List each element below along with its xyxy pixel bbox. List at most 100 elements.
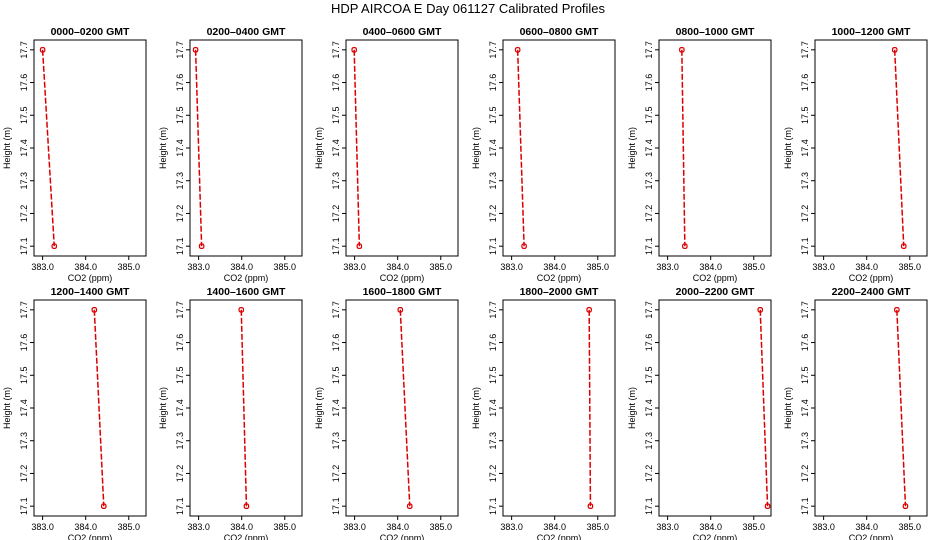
panel-9-x-axis-label: CO2 (ppm)	[380, 533, 425, 540]
panel-12-x-tick-label: 383.0	[812, 522, 835, 532]
panel-11-y-tick-label: 17.3	[644, 432, 654, 450]
panel-5-y-tick-label: 17.2	[644, 205, 654, 223]
panel-1-x-tick-label: 383.0	[31, 262, 54, 272]
panel-10-plot-frame	[502, 299, 616, 517]
panel-4-y-tick-label: 17.3	[488, 172, 498, 190]
panel-6-y-tick-label: 17.1	[800, 237, 810, 255]
panel-9-x-tick-label: 384.0	[386, 522, 409, 532]
panel-2-y-tick-label: 17.2	[175, 205, 185, 223]
panel-9-plot-frame	[345, 299, 459, 517]
panel-9-x-tick-label: 385.0	[430, 522, 453, 532]
panel-9-title: 1600–1800 GMT	[363, 286, 442, 298]
panel-12-plot-frame	[814, 299, 928, 517]
panel-9-y-tick-label: 17.5	[331, 367, 341, 385]
panel-2-x-tick-label: 384.0	[230, 262, 253, 272]
panel-10-x-tick-label: 383.0	[500, 522, 523, 532]
panel-1-data-point	[51, 243, 58, 249]
panel-5-y-axis-label: Height (m)	[627, 127, 637, 169]
panel-11-y-tick-label: 17.1	[644, 497, 654, 515]
panel-3-y-tick-label: 17.1	[331, 237, 341, 255]
panel-5-y-tick-label: 17.6	[644, 74, 654, 92]
panel-9-y-tick-label: 17.4	[331, 399, 341, 417]
panel-4-y-tick-label: 17.1	[488, 237, 498, 255]
panel-1-y-tick-label: 17.5	[19, 107, 29, 125]
panel-11-data-point	[764, 503, 771, 509]
panel-8-x-tick-label: 383.0	[187, 522, 210, 532]
panel-7-y-axis-label: Height (m)	[2, 387, 12, 429]
panel-8-x-tick-label: 384.0	[230, 522, 253, 532]
panel-8-y-tick-label: 17.7	[175, 301, 185, 319]
panel-11-title: 2000–2200 GMT	[676, 286, 755, 298]
panel-10-x-tick-label: 385.0	[587, 522, 610, 532]
panel-3-x-axis-label: CO2 (ppm)	[380, 273, 425, 283]
panel-6-data-point	[900, 243, 907, 249]
panel-2-data-point	[192, 47, 199, 53]
panel-1-y-tick-label: 17.2	[19, 205, 29, 223]
panel-5-profile-line	[681, 49, 686, 247]
panel-10-y-tick-label: 17.3	[488, 432, 498, 450]
panel-3-plot-frame	[345, 39, 459, 257]
figure-title: HDP AIRCOA E Day 061127 Calibrated Profi…	[330, 1, 606, 16]
panel-9-data-point	[397, 307, 404, 313]
panel-6-x-tick-label: 383.0	[812, 262, 835, 272]
panel-4-y-tick-label: 17.5	[488, 107, 498, 125]
panel-3-profile-line	[353, 49, 361, 247]
panel-4-data-point	[514, 47, 521, 53]
panel-3-x-tick-label: 385.0	[430, 262, 453, 272]
panel-12-profile-line	[896, 309, 907, 507]
panel-6-title: 1000–1200 GMT	[832, 26, 911, 38]
panel-9-profile-line	[399, 309, 411, 507]
panel-4-x-tick-label: 385.0	[587, 262, 610, 272]
panel-2-y-tick-label: 17.7	[175, 41, 185, 59]
panel-5-x-tick-label: 383.0	[656, 262, 679, 272]
panel-12-data-point	[894, 307, 900, 313]
panel-5-x-tick-label: 384.0	[699, 262, 722, 272]
panel-4-x-tick-label: 383.0	[500, 262, 523, 272]
panel-11-y-tick-label: 17.4	[644, 399, 654, 417]
panel-8-y-tick-label: 17.4	[175, 399, 185, 417]
panel-2-y-axis-label: Height (m)	[158, 127, 168, 169]
panel-6-y-tick-label: 17.6	[800, 74, 810, 92]
panel-2-y-tick-label: 17.5	[175, 107, 185, 125]
panel-1-data-point	[39, 47, 46, 53]
panel-11-x-axis-label: CO2 (ppm)	[693, 533, 738, 540]
panel-9-y-tick-label: 17.1	[331, 497, 341, 515]
panel-5-x-axis-label: CO2 (ppm)	[693, 273, 738, 283]
panel-1-x-axis-label: CO2 (ppm)	[68, 273, 113, 283]
panel-5-y-tick-label: 17.3	[644, 172, 654, 190]
panel-7-profile-line	[93, 309, 105, 507]
panel-7-y-tick-label: 17.2	[19, 465, 29, 483]
panel-5-y-tick-label: 17.4	[644, 139, 654, 157]
panel-7-y-tick-label: 17.6	[19, 334, 29, 352]
panel-9-y-tick-label: 17.7	[331, 301, 341, 319]
panel-11-plot-frame	[658, 299, 772, 517]
panel-7-y-tick-label: 17.4	[19, 399, 29, 417]
panel-11-y-axis-label: Height (m)	[627, 387, 637, 429]
panel-9-data-point	[406, 503, 413, 509]
panel-5-y-tick-label: 17.5	[644, 107, 654, 125]
panel-8-y-tick-label: 17.5	[175, 367, 185, 385]
panel-4-y-tick-label: 17.6	[488, 74, 498, 92]
panel-7-x-tick-label: 385.0	[118, 522, 141, 532]
panel-1-y-tick-label: 17.1	[19, 237, 29, 255]
panel-2-x-tick-label: 383.0	[187, 262, 210, 272]
panel-12-y-tick-label: 17.4	[800, 399, 810, 417]
panel-12-y-tick-label: 17.6	[800, 334, 810, 352]
panel-1-y-axis-label: Height (m)	[2, 127, 12, 169]
panel-6-x-tick-label: 385.0	[899, 262, 922, 272]
panel-7-plot-frame	[33, 299, 147, 517]
panel-4-x-tick-label: 384.0	[543, 262, 566, 272]
panel-7-x-axis-label: CO2 (ppm)	[68, 533, 113, 540]
panel-12-y-axis-label: Height (m)	[783, 387, 793, 429]
panel-11-y-tick-label: 17.5	[644, 367, 654, 385]
panel-9-x-tick-label: 383.0	[343, 522, 366, 532]
panel-9-y-tick-label: 17.3	[331, 432, 341, 450]
panel-6-y-tick-label: 17.4	[800, 139, 810, 157]
panel-11-y-tick-label: 17.6	[644, 334, 654, 352]
panel-8-data-point	[243, 503, 250, 509]
panel-4-title: 0600–0800 GMT	[520, 26, 599, 38]
panel-7-x-tick-label: 383.0	[31, 522, 54, 532]
panel-3-y-axis-label: Height (m)	[314, 127, 324, 169]
panel-3-y-tick-label: 17.4	[331, 139, 341, 157]
